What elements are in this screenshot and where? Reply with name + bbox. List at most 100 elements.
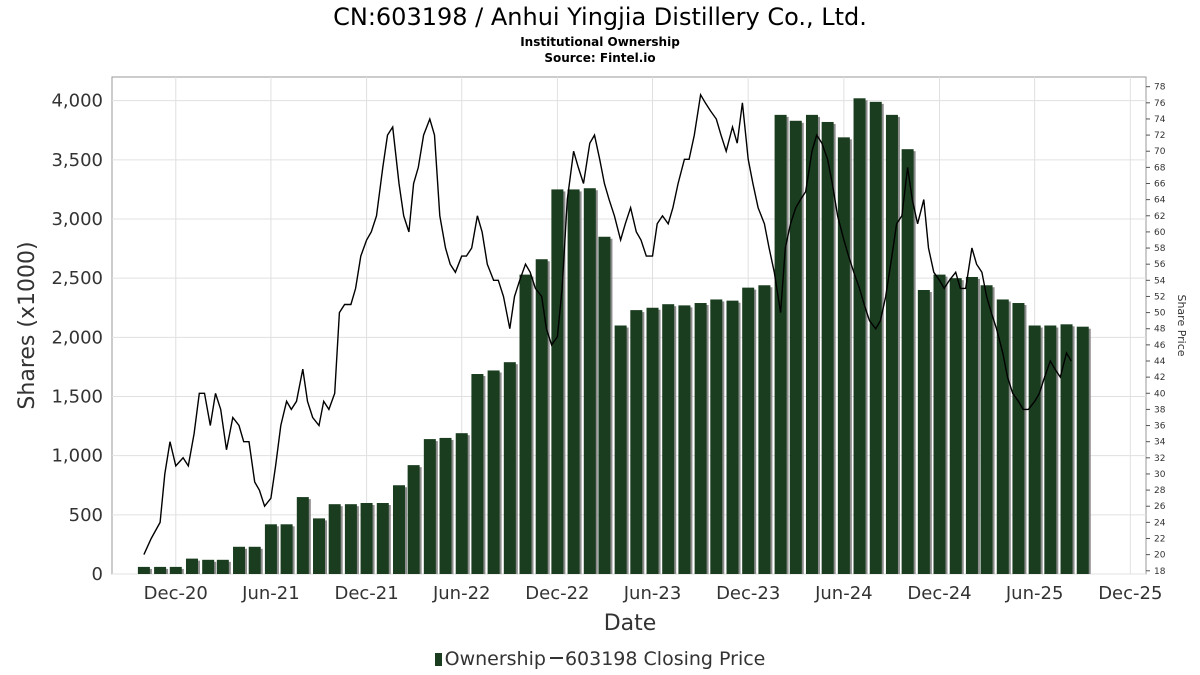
ownership-bar [296, 497, 309, 574]
y-tick-label: 2,500 [51, 268, 103, 289]
ownership-bar [423, 439, 436, 574]
y-tick-label: 4,000 [51, 91, 103, 112]
y2-tick-label: 58 [1154, 244, 1166, 254]
ownership-bar [439, 437, 452, 574]
ownership-bar [789, 120, 802, 575]
legend-ownership-swatch [434, 653, 442, 666]
ownership-bar [662, 304, 675, 574]
ownership-bar [1060, 324, 1073, 574]
y2-tick-label: 72 [1154, 131, 1165, 141]
y2-tick-label: 66 [1154, 180, 1166, 190]
y2-tick-label: 54 [1154, 276, 1166, 286]
chart-subtitle: Institutional Ownership [520, 35, 680, 49]
ownership-bar [535, 259, 548, 574]
chart-legend: Ownership 603198 Closing Price [0, 648, 1200, 670]
ownership-bar [598, 236, 611, 574]
y2-axis-title: Share Price [1175, 294, 1188, 356]
y2-tick-label: 48 [1154, 325, 1166, 335]
y-tick-label: 3,000 [51, 209, 103, 230]
ownership-bar [1028, 325, 1041, 574]
ownership-bar [264, 524, 277, 574]
y2-tick-label: 36 [1154, 422, 1166, 432]
x-tick-label: Dec-22 [525, 583, 589, 604]
y2-tick-label: 46 [1154, 341, 1166, 351]
y2-tick-label: 26 [1154, 502, 1166, 512]
y2-tick-label: 78 [1154, 83, 1166, 93]
y-tick-label: 3,500 [51, 150, 103, 171]
ownership-bar [1044, 325, 1057, 574]
ownership-bar [583, 188, 596, 574]
ownership-bar [233, 546, 246, 574]
y-tick-label: 1,000 [51, 446, 103, 467]
x-tick-label: Jun-21 [241, 583, 300, 604]
ownership-bar [1012, 303, 1025, 574]
x-axis-title: Date [604, 611, 657, 636]
price-line [143, 92, 1072, 555]
ownership-bar [169, 566, 182, 574]
ownership-bar [216, 559, 229, 574]
x-tick-label: Dec-20 [144, 583, 208, 604]
ownership-bar [407, 465, 420, 574]
x-tick-label: Dec-25 [1098, 583, 1162, 604]
y2-tick-label: 50 [1154, 309, 1166, 319]
chart-title: CN:603198 / Anhui Yingjia Distillery Co.… [333, 3, 867, 31]
ownership-bar [392, 485, 405, 574]
ownership-bar [328, 504, 341, 574]
ownership-bar [313, 518, 326, 574]
x-tick-label: Dec-23 [716, 583, 780, 604]
ownership-bar [551, 189, 564, 574]
x-tick-label: Jun-25 [1005, 583, 1064, 604]
ownership-bar [774, 114, 787, 574]
ownership-bar [885, 114, 898, 574]
y2-tick-label: 68 [1154, 163, 1166, 173]
ownership-bar [805, 114, 818, 574]
ownership-bar [280, 524, 293, 574]
y2-tick-label: 40 [1154, 389, 1166, 399]
ownership-bar [487, 370, 500, 574]
y2-tick-label: 38 [1154, 405, 1166, 415]
y2-tick-label: 52 [1154, 292, 1165, 302]
ownership-bar [646, 307, 659, 574]
y2-tick-label: 32 [1154, 454, 1165, 464]
ownership-bar [694, 303, 707, 574]
ownership-bar [455, 433, 468, 574]
x-tick-label: Jun-24 [814, 583, 873, 604]
ownership-bar [630, 310, 643, 574]
ownership-bar [519, 274, 532, 574]
y2-tick-label: 60 [1154, 228, 1166, 238]
ownership-bar [758, 285, 771, 574]
ownership-bar [933, 274, 946, 574]
ownership-bar [837, 137, 850, 574]
ownership-bar [614, 325, 627, 574]
x-tick-label: Jun-22 [432, 583, 491, 604]
legend-price-line [549, 657, 563, 659]
ownership-bar [137, 566, 150, 574]
y2-tick-label: 30 [1154, 470, 1166, 480]
ownership-bar [1076, 326, 1089, 574]
ownership-bar [949, 278, 962, 574]
y2-tick-label: 44 [1154, 357, 1166, 367]
y-tick-label: 2,000 [51, 327, 103, 348]
ownership-bar [185, 558, 198, 574]
ownership-bar [980, 285, 993, 574]
y2-tick-label: 18 [1154, 567, 1166, 577]
x-tick-label: Dec-24 [907, 583, 971, 604]
ownership-bar [869, 101, 882, 574]
ownership-bar [471, 374, 484, 574]
ownership-bar [917, 290, 930, 574]
y2-tick-label: 42 [1154, 373, 1165, 383]
ownership-bar [376, 503, 389, 574]
chart-source: Source: Fintel.io [544, 51, 656, 65]
y2-tick-label: 70 [1154, 147, 1166, 157]
ownership-bar [503, 362, 516, 574]
y-tick-label: 1,500 [51, 387, 103, 408]
ownership-bar [360, 503, 373, 574]
ownership-bar [965, 276, 978, 574]
ownership-bar [821, 121, 834, 574]
ownership-bar [996, 299, 1009, 574]
y2-tick-label: 24 [1154, 518, 1166, 528]
legend-ownership-label: Ownership [444, 648, 546, 670]
y2-tick-label: 56 [1154, 260, 1166, 270]
y2-tick-label: 28 [1154, 486, 1166, 496]
